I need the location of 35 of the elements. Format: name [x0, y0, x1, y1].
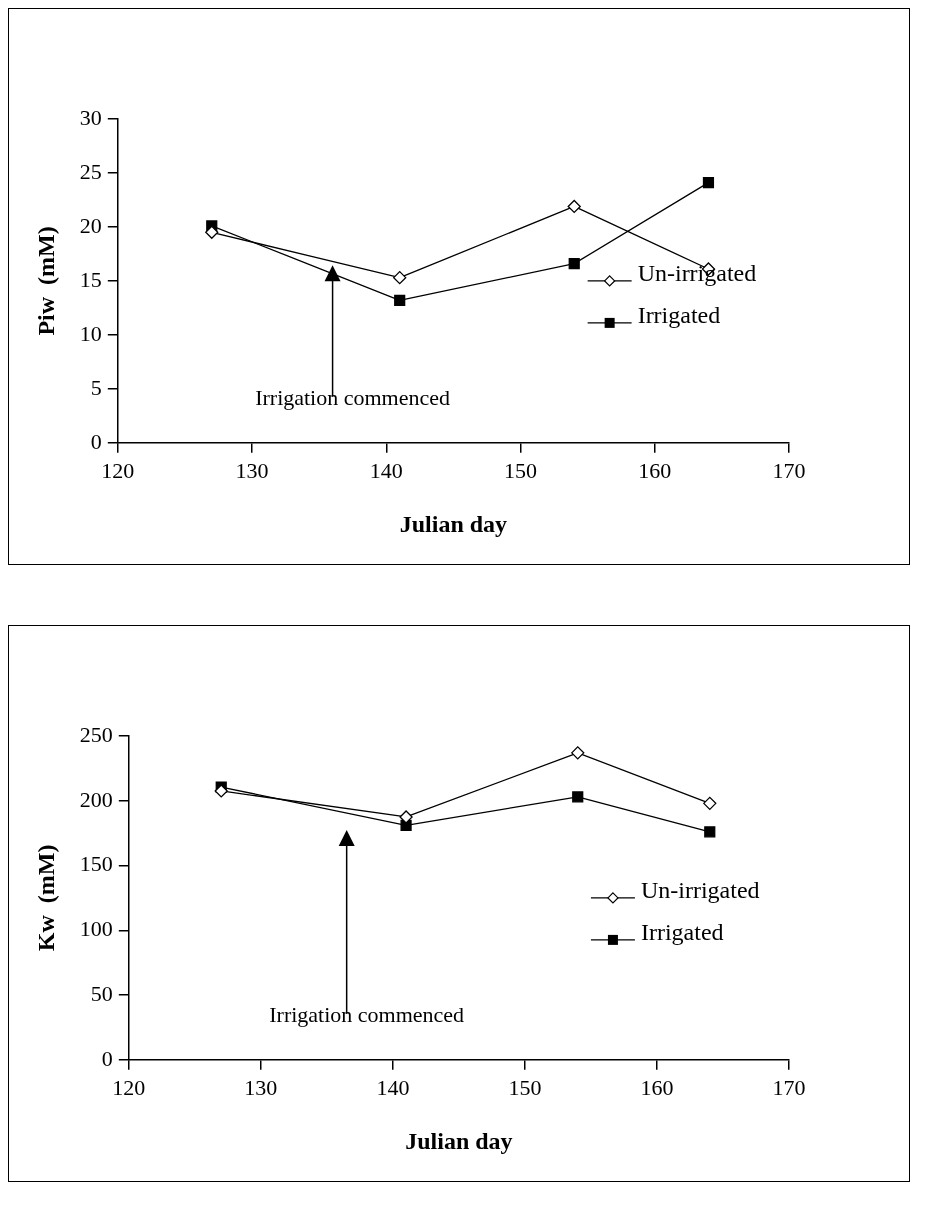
y-tick-label: 250 [79, 721, 113, 747]
x-tick-label: 140 [376, 1074, 410, 1100]
x-tick-label: 150 [508, 1074, 542, 1100]
y-tick-label: 10 [79, 320, 102, 346]
y-tick-label: 5 [90, 374, 102, 400]
x-tick-label: 140 [369, 457, 403, 483]
y-tick-label: 30 [79, 104, 102, 130]
y-tick-label: 25 [79, 158, 102, 184]
x-tick-label: 170 [772, 1074, 806, 1100]
x-tick-label: 160 [638, 457, 672, 483]
legend-label: Un-irrigated [640, 877, 760, 904]
annotation: Irrigation commenced [255, 384, 451, 410]
y-tick-label: 50 [90, 980, 113, 1006]
legend-label: Irrigated [637, 302, 721, 329]
y-tick-label: 150 [79, 851, 113, 877]
x-tick-label: 130 [244, 1074, 278, 1100]
y-tick-label: 0 [90, 428, 102, 454]
x-tick-label: 150 [504, 457, 538, 483]
legend-label: Un-irrigated [637, 260, 757, 287]
y-tick-label: 200 [79, 786, 113, 812]
y-tick-label: 20 [79, 212, 102, 238]
x-tick-label: 120 [112, 1074, 146, 1100]
x-axis-title: Julian day [405, 1127, 513, 1154]
y-tick-label: 15 [79, 266, 102, 292]
x-axis-title: Julian day [399, 510, 508, 537]
legend-label: Irrigated [640, 919, 724, 946]
x-tick-label: 170 [772, 457, 806, 483]
y-tick-label: 100 [79, 916, 113, 942]
y-axis-title: Piw (mM) [32, 226, 59, 336]
x-tick-label: 130 [235, 457, 269, 483]
y-tick-label: 0 [101, 1045, 113, 1071]
annotation: Irrigation commenced [269, 1001, 465, 1027]
y-axis-title: Kw (mM) [32, 844, 59, 952]
x-tick-label: 120 [101, 457, 135, 483]
x-tick-label: 160 [640, 1074, 674, 1100]
